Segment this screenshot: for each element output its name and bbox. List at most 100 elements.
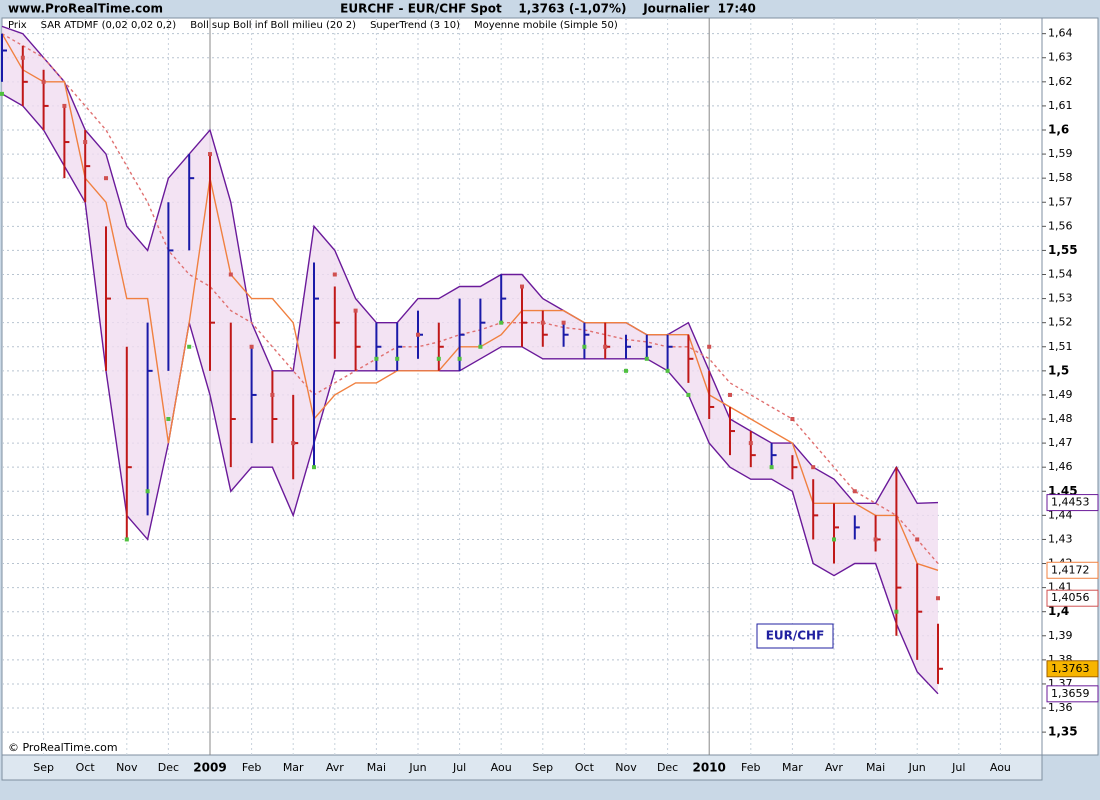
sar-dot: [915, 537, 920, 542]
sar-dot: [457, 356, 462, 361]
x-tick-label: Oct: [76, 761, 96, 774]
sar-dot: [166, 417, 171, 422]
sar-dot: [478, 344, 483, 349]
annotation-box: [756, 623, 834, 649]
y-tick-label: 1,35: [1048, 725, 1078, 739]
sar-dot: [124, 537, 129, 542]
sar-dot: [436, 356, 441, 361]
x-tick-label: Jul: [951, 761, 965, 774]
last-value-label: 1,4056: [1051, 591, 1090, 604]
sar-dot: [582, 344, 587, 349]
sar-dot: [811, 465, 816, 470]
last-value-box: [1046, 685, 1099, 703]
y-tick-label: 1,48: [1048, 412, 1073, 425]
last-value-box: [1046, 494, 1099, 512]
x-tick-label: Feb: [741, 761, 760, 774]
sar-dot: [395, 356, 400, 361]
sar-dot: [83, 140, 88, 145]
x-tick-label: Avr: [825, 761, 843, 774]
band-upper: [1, 25, 939, 505]
legend-entry: Moyenne mobile (Simple 50): [474, 20, 618, 31]
sar-dot: [228, 272, 233, 277]
y-tick-label: 1,51: [1048, 340, 1073, 353]
x-axis-area: [1, 754, 1043, 781]
band-fill: [2, 26, 938, 694]
sar-dot: [728, 392, 732, 397]
last-value-label: 1,4172: [1051, 563, 1090, 576]
y-tick-label: 1,47: [1048, 436, 1073, 449]
sar-dot: [0, 91, 4, 96]
sar-dot: [270, 392, 275, 397]
y-tick-label: 1,54: [1048, 268, 1073, 281]
x-tick-label: Nov: [615, 761, 637, 774]
x-tick-label: Mar: [283, 761, 304, 774]
sar-dot: [832, 537, 836, 542]
sar-dot: [374, 356, 379, 361]
y-tick-label: 1,53: [1048, 292, 1073, 305]
x-tick-label: Mai: [367, 761, 386, 774]
sar-dot: [145, 489, 150, 494]
sar-dot: [187, 344, 192, 349]
x-tick-label: Aou: [990, 761, 1011, 774]
sar-dot: [540, 320, 545, 325]
x-tick-label: Mar: [782, 761, 803, 774]
sar-dot: [353, 308, 358, 313]
x-tick-label: Sep: [33, 761, 54, 774]
sar-dot: [416, 332, 420, 337]
sar-dot: [748, 441, 753, 446]
sar-dot: [665, 368, 670, 373]
x-tick-label: Sep: [532, 761, 553, 774]
sar-dot: [41, 79, 46, 84]
y-tick-label: 1,5: [1048, 363, 1069, 377]
sar-dot: [561, 320, 566, 325]
y-tick-label: 1,59: [1048, 147, 1073, 160]
last-value-label: 1,4453: [1051, 496, 1090, 509]
x-tick-label: Nov: [116, 761, 138, 774]
y-tick-label: 1,4: [1048, 604, 1069, 618]
sar-dot: [790, 417, 795, 422]
x-tick-label: Dec: [158, 761, 179, 774]
last-value-label: 1,3659: [1051, 687, 1090, 700]
chart-title: EURCHF - EUR/CHF Spot 1,3763 (-1,07%) Jo…: [340, 2, 756, 16]
legend-entry: SAR ATDMF (0,02 0,02 0,2): [41, 20, 177, 31]
sar-dot: [249, 344, 254, 349]
copyright: © ProRealTime.com: [8, 741, 118, 754]
sar-dot: [291, 441, 296, 446]
sar-dot: [104, 176, 108, 181]
band-lower: [1, 93, 939, 695]
y-tick-label: 1,62: [1048, 75, 1073, 88]
sar-dot: [624, 368, 628, 373]
site-name: www.ProRealTime.com: [8, 2, 163, 16]
sar-dot: [332, 272, 337, 277]
sar-dot: [644, 356, 649, 361]
y-tick-label: 1,55: [1048, 243, 1078, 257]
sar-dot: [894, 609, 899, 614]
annotation: EUR/CHF: [766, 629, 825, 643]
sar-dot: [852, 489, 857, 494]
supertrend-line: [1, 33, 939, 571]
y-tick-label: 1,6: [1048, 122, 1069, 136]
y-tick-label: 1,44: [1048, 508, 1073, 521]
sar-dot: [520, 284, 524, 289]
x-tick-label: 2010: [692, 761, 725, 775]
legend-entry: Prix: [8, 20, 27, 31]
last-value-label: 1,3763: [1051, 662, 1090, 675]
sar-dot: [686, 392, 691, 397]
sar-dot: [312, 465, 316, 470]
y-tick-label: 1,49: [1048, 388, 1073, 401]
x-tick-label: Oct: [575, 761, 595, 774]
y-tick-label: 1,56: [1048, 219, 1073, 232]
last-value-box: [1046, 561, 1099, 579]
sar-dot: [707, 344, 712, 349]
last-value-box: [1046, 660, 1099, 678]
legend-entry: Boll sup Boll inf Boll milieu (20 2): [190, 20, 356, 31]
sar-dot: [936, 596, 940, 601]
x-tick-label: 2009: [193, 761, 226, 775]
y-tick-label: 1,64: [1048, 27, 1073, 40]
x-tick-label: Jun: [408, 761, 426, 774]
x-tick-label: Aou: [491, 761, 512, 774]
x-tick-label: Jun: [908, 761, 926, 774]
sar-dot: [499, 320, 504, 325]
